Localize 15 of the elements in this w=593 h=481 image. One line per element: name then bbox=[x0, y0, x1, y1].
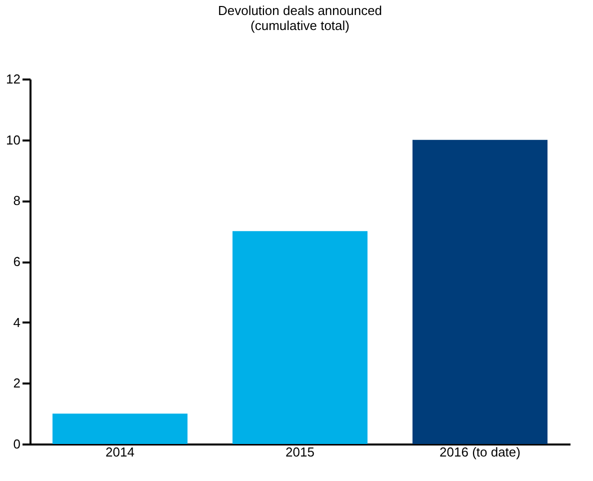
text: Devolution deals announced bbox=[218, 3, 382, 18]
y-tick-label: 10 bbox=[6, 132, 20, 148]
bar bbox=[52, 414, 188, 444]
y-tick-label: 2 bbox=[13, 376, 20, 391]
x-tick-label: 2014 bbox=[106, 444, 134, 460]
y-tick-label: 12 bbox=[6, 72, 20, 86]
y-tick-label: 4 bbox=[13, 314, 20, 330]
y-tick-label: 8 bbox=[13, 193, 20, 208]
y-tick-label: 0 bbox=[13, 436, 20, 452]
y-tick-label: 6 bbox=[13, 254, 20, 269]
x-tick-label: 2016 (to date) bbox=[440, 444, 520, 460]
x-tick-label: 2015 bbox=[286, 444, 314, 460]
text: (cumulative total) bbox=[250, 18, 350, 33]
bar bbox=[232, 231, 368, 444]
bar bbox=[412, 140, 548, 444]
